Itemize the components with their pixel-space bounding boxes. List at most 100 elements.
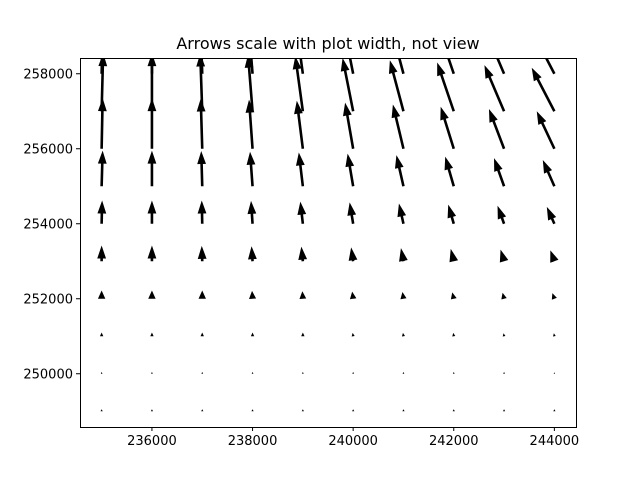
vector-arrow xyxy=(247,200,257,224)
vector-arrow xyxy=(250,332,255,337)
vector-arrow xyxy=(150,58,154,74)
vector-arrow xyxy=(394,155,405,187)
vector-arrow xyxy=(99,332,104,337)
vector-arrow xyxy=(502,409,506,412)
vector-arrow xyxy=(292,58,305,112)
x-tick-label: 238000 xyxy=(228,434,278,449)
vector-arrow xyxy=(452,409,455,412)
vector-arrow xyxy=(200,332,204,337)
vector-arrow xyxy=(196,58,206,112)
vector-arrow xyxy=(351,332,355,337)
vector-arrow xyxy=(302,371,304,374)
vector-arrow xyxy=(553,409,556,412)
y-tick-label: 250000 xyxy=(23,367,73,382)
x-axis: 236000 238000 240000 242000 244000 xyxy=(127,427,579,449)
vector-arrow xyxy=(343,102,355,149)
vector-arrow xyxy=(495,58,506,75)
vector-arrow xyxy=(447,204,457,225)
vector-arrow xyxy=(295,152,305,187)
vector-arrow xyxy=(397,58,405,75)
vector-arrow xyxy=(546,206,557,225)
vector-arrow xyxy=(198,290,206,299)
vector-arrow xyxy=(452,371,455,374)
vector-arrow xyxy=(401,332,405,337)
vector-arrow xyxy=(437,62,455,112)
vector-arrow xyxy=(497,205,507,225)
vector-arrow xyxy=(245,99,255,149)
vector-arrow xyxy=(551,293,557,300)
x-tick-label: 236000 xyxy=(127,434,177,449)
vector-arrow xyxy=(503,371,505,374)
vector-arrow xyxy=(553,333,556,337)
vector-arrow xyxy=(97,245,107,262)
vector-arrow xyxy=(301,409,304,412)
vector-arrow xyxy=(147,245,157,262)
vector-arrow xyxy=(447,58,455,75)
vector-arrow xyxy=(402,371,405,374)
vector-arrow xyxy=(400,292,407,300)
vector-arrow xyxy=(299,291,307,299)
vector-arrow xyxy=(499,249,509,263)
vector-arrow xyxy=(550,250,559,263)
vector-arrow xyxy=(251,409,254,412)
vector-arrow xyxy=(97,98,107,149)
vector-arrow xyxy=(197,245,207,262)
vector-arrow xyxy=(297,201,307,224)
vector-arrow xyxy=(201,409,204,412)
vector-arrow xyxy=(301,332,305,337)
vector-arrow xyxy=(388,60,405,112)
y-tick-label: 252000 xyxy=(23,292,73,307)
vector-arrow xyxy=(544,58,556,75)
vector-arrow xyxy=(147,200,157,224)
arrow-field xyxy=(97,58,559,412)
y-tick-label: 258000 xyxy=(23,67,73,82)
y-tick-label: 254000 xyxy=(23,217,73,232)
vector-arrow xyxy=(246,151,256,187)
vector-arrow xyxy=(298,246,308,262)
vector-arrow xyxy=(352,371,354,374)
vector-arrow xyxy=(542,160,556,187)
vector-arrow xyxy=(244,58,254,112)
vector-arrow xyxy=(100,409,103,412)
vector-arrow xyxy=(251,371,254,374)
vector-arrow xyxy=(450,292,457,300)
vector-arrow xyxy=(501,292,507,300)
vector-arrow xyxy=(488,109,506,150)
vector-arrow xyxy=(536,111,556,150)
vector-arrow xyxy=(151,371,153,374)
vector-arrow xyxy=(147,58,157,112)
x-tick-label: 242000 xyxy=(429,434,479,449)
chart-title: Arrows scale with plot width, not view xyxy=(176,34,479,53)
vector-arrow xyxy=(201,371,204,374)
vector-arrow xyxy=(249,290,257,299)
vector-arrow xyxy=(397,203,407,225)
vector-arrow xyxy=(200,58,204,74)
vector-arrow xyxy=(249,58,254,74)
vector-arrow xyxy=(299,58,305,74)
vector-arrow xyxy=(531,67,556,112)
vector-arrow xyxy=(347,202,357,224)
vector-arrow xyxy=(553,372,556,374)
vector-arrow xyxy=(452,332,456,337)
vector-arrow xyxy=(100,58,104,74)
vector-arrow xyxy=(97,290,106,299)
vector-arrow xyxy=(484,65,506,112)
vector-arrow xyxy=(150,409,154,412)
vector-arrow xyxy=(494,158,506,187)
vector-arrow xyxy=(100,371,103,374)
vector-arrow xyxy=(97,150,107,187)
vector-arrow xyxy=(440,106,455,150)
vector-arrow xyxy=(502,333,506,337)
vector-arrow xyxy=(340,58,355,112)
vector-arrow xyxy=(348,247,358,262)
x-tick-label: 244000 xyxy=(530,434,580,449)
vector-arrow xyxy=(197,151,206,187)
vector-arrow xyxy=(248,246,257,262)
y-axis: 250000 252000 254000 256000 258000 xyxy=(23,67,80,382)
vector-arrow xyxy=(348,58,355,74)
vector-arrow xyxy=(97,200,107,224)
vector-arrow xyxy=(147,98,157,149)
plot-frame xyxy=(80,58,577,428)
vector-arrow xyxy=(349,291,357,300)
